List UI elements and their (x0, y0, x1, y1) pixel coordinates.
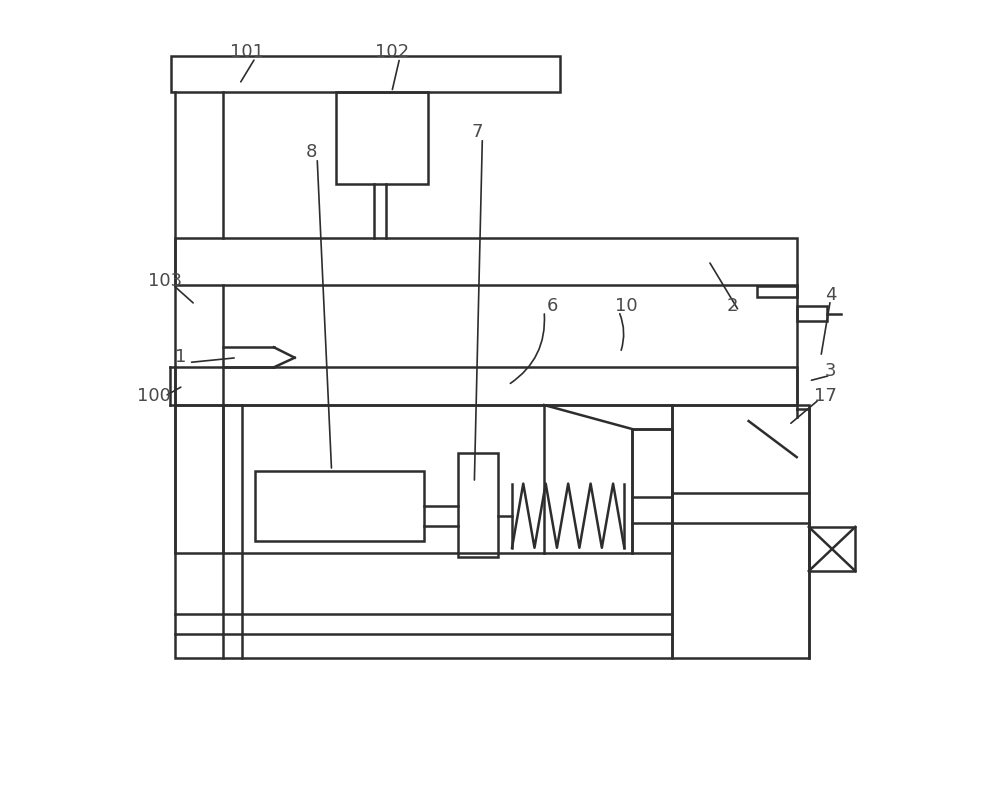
Bar (632, 429, 672, 553)
Text: 3: 3 (825, 362, 836, 379)
Bar (672, 405, 809, 658)
Bar (255, 471, 424, 541)
Bar (336, 92, 428, 184)
Text: 100: 100 (137, 387, 170, 405)
Bar (809, 527, 855, 571)
Text: 1: 1 (175, 348, 186, 366)
Text: 6: 6 (546, 298, 558, 315)
Bar (757, 286, 797, 297)
Text: 2: 2 (727, 298, 738, 315)
Bar (797, 306, 827, 321)
Text: 17: 17 (814, 387, 837, 405)
Text: 103: 103 (148, 272, 182, 290)
Bar (175, 238, 797, 285)
Bar (175, 405, 672, 658)
Text: 8: 8 (306, 144, 317, 161)
Bar (175, 367, 797, 405)
Text: 101: 101 (230, 43, 264, 61)
Bar (458, 453, 498, 557)
Text: 7: 7 (472, 124, 483, 141)
Text: 10: 10 (615, 298, 638, 315)
Text: 102: 102 (375, 43, 409, 61)
Bar (171, 56, 560, 92)
Text: 4: 4 (825, 286, 836, 304)
